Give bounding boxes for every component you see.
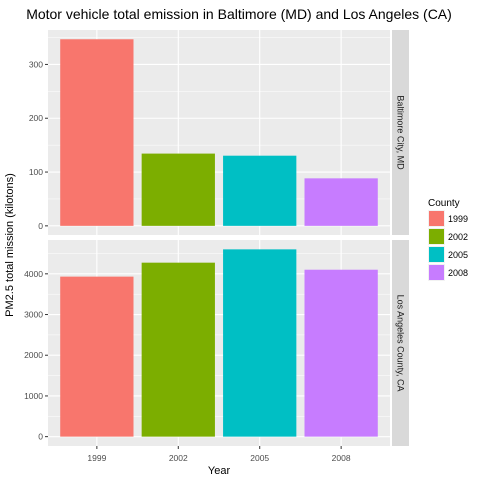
bar-2008: [304, 269, 378, 437]
y-tick-label: 0: [38, 432, 43, 442]
x-tick-label: 1999: [87, 453, 106, 463]
panel-1: 0 100 200 300 Baltimore City, MD: [29, 30, 409, 235]
bar-2002: [141, 153, 215, 226]
panels: 0 100 200 300 Baltimore City, MD 0 1000 2000 300…: [24, 30, 409, 446]
legend-key-1999: [429, 211, 444, 226]
facet-strip: [392, 30, 409, 235]
bar-1999: [60, 39, 134, 226]
chart-title: Motor vehicle total emission in Baltimor…: [26, 6, 452, 22]
y-tick-label: 0: [38, 221, 43, 231]
legend-label: 2005: [448, 250, 468, 260]
y-axis-title: PM2.5 total mission (kilotons): [4, 173, 16, 317]
y-tick-label: 3000: [24, 310, 43, 320]
facet-strip-label: Baltimore City, MD: [396, 95, 406, 170]
x-axis: 1999 2002 2005 2008: [87, 446, 351, 463]
bar-2002: [141, 262, 215, 437]
x-tick-label: 2008: [332, 453, 351, 463]
y-tick-label: 4000: [24, 269, 43, 279]
bar-2008: [304, 178, 378, 226]
legend-key-2005: [429, 247, 444, 262]
legend-label: 2008: [448, 268, 468, 278]
y-tick-label: 100: [29, 167, 43, 177]
facet-strip-label: Los Angeles County, CA: [396, 295, 406, 392]
legend-label: 2002: [448, 232, 468, 242]
legend-key-2002: [429, 229, 444, 244]
bar-2005: [223, 155, 297, 226]
legend: County 1999 2002 2005 2008: [428, 198, 468, 281]
facet-strip: [392, 240, 409, 446]
bar-1999: [60, 276, 134, 437]
x-tick-label: 2002: [169, 453, 188, 463]
x-axis-title: Year: [208, 465, 231, 477]
y-tick-label: 1000: [24, 391, 43, 401]
y-tick-label: 300: [29, 59, 43, 69]
y-tick-label: 2000: [24, 350, 43, 360]
x-tick-label: 2005: [250, 453, 269, 463]
y-tick-label: 200: [29, 113, 43, 123]
panel-2: 0 1000 2000 3000 4000 Los Angeles County, CA: [24, 240, 409, 446]
legend-title: County: [428, 198, 460, 209]
bar-2005: [223, 249, 297, 437]
legend-key-2008: [429, 265, 444, 280]
legend-label: 1999: [448, 214, 468, 224]
